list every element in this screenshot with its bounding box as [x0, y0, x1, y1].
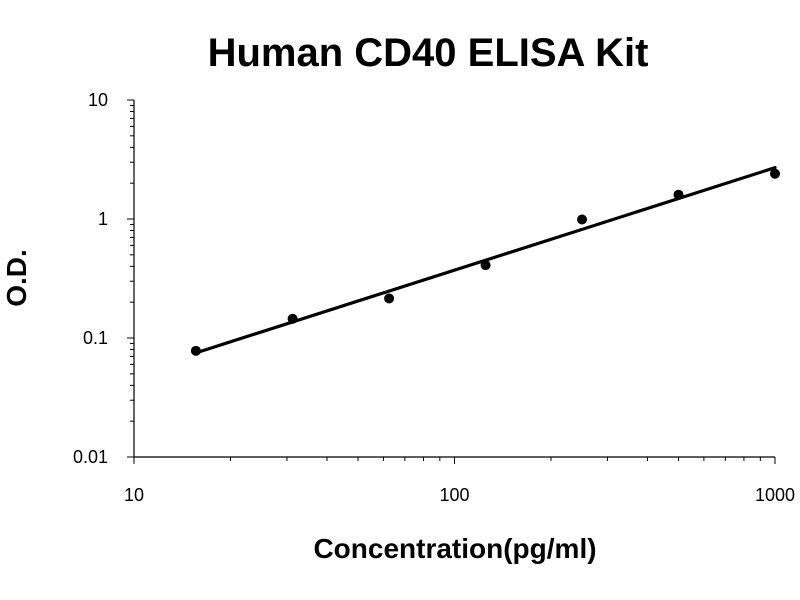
x-tick-label: 10 [124, 485, 144, 505]
data-point [770, 168, 780, 179]
y-tick-label: 1 [98, 209, 108, 229]
data-point [384, 293, 395, 304]
data-point [673, 189, 684, 200]
x-tick-label: 100 [439, 485, 469, 505]
tick-marks [127, 99, 776, 464]
data-point [480, 260, 491, 271]
data-point [577, 214, 588, 225]
y-tick-label: 0.1 [83, 328, 108, 348]
data-point [190, 345, 201, 356]
chart-title: Human CD40 ELISA Kit [208, 31, 649, 75]
y-axis-label: O.D. [1, 249, 32, 307]
data-point [287, 313, 298, 324]
x-tick-label: 1000 [755, 485, 795, 505]
x-axis-label: Concentration(pg/ml) [313, 533, 596, 564]
data-points [190, 168, 780, 356]
axes [133, 100, 775, 458]
tick-labels: 10 100 1000 0.01 0.1 1 10 [73, 90, 795, 505]
y-tick-label: 0.01 [73, 447, 108, 467]
y-tick-label: 10 [88, 90, 108, 110]
